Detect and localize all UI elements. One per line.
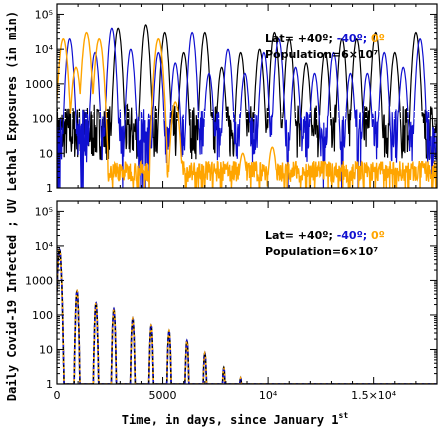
annotation-lat-south: -40º;: [337, 229, 371, 242]
y-tick-label: 10: [39, 147, 53, 160]
top-panel: 1 10 100 1000 10⁴ 10⁵ Lat= +40º; -40º; 0º Popul…: [25, 3, 438, 195]
x-tick-label: 0: [54, 389, 61, 402]
annotation-lat-north: Lat= +40º;: [265, 32, 337, 45]
x-axis-label-sup: st: [339, 411, 349, 420]
y-tick-label: 10: [39, 343, 53, 356]
y-axis-label: Daily Covid-19 Infected ; UV Lethal Expo…: [5, 11, 19, 401]
y-axis: 1 10 100 1000 10⁴ 10⁵: [25, 205, 437, 391]
x-tick-label: 5000: [149, 389, 177, 402]
annotation-lat-north: Lat= +40º;: [265, 229, 337, 242]
annotation-latitudes: Lat= +40º; -40º; 0º: [265, 32, 385, 45]
bottom-panel: 1 10 100 1000 10⁴ 10⁵ 0 5000 10⁴ 1.5×10⁴ Lat= +40º…: [25, 200, 438, 402]
y-tick-label: 100: [32, 113, 53, 126]
annotation-population: Population=6×10⁷: [265, 245, 378, 258]
series-line-equator: [57, 31, 437, 188]
y-tick-label: 1: [46, 378, 53, 391]
y-axis: 1 10 100 1000 10⁴ 10⁵: [25, 8, 437, 195]
plot-area: [57, 24, 437, 188]
x-axis-label: Time, in days, since January 1st: [122, 411, 349, 427]
annotation-lat-equator: 0º: [371, 229, 385, 242]
y-tick-label: 1: [46, 182, 53, 195]
annotation-population: Population=6×10⁷: [265, 48, 378, 61]
y-tick-label: 10⁴: [35, 43, 54, 56]
y-tick-label: 1000: [25, 274, 53, 287]
series-line-equator: [57, 247, 437, 384]
annotation-lat-equator: 0º: [371, 32, 385, 45]
x-tick-label: 1.5×10⁴: [351, 389, 397, 402]
annotation: Lat= +40º; -40º; 0º Population=6×10⁷: [265, 229, 385, 258]
x-axis: 0 5000 10⁴ 1.5×10⁴: [54, 201, 438, 402]
y-tick-label: 10⁵: [35, 8, 53, 21]
y-tick-label: 10⁴: [35, 240, 54, 253]
y-tick-label: 10⁵: [35, 205, 53, 218]
x-axis-label-text: Time, in days, since January 1: [122, 413, 339, 427]
annotation-latitudes: Lat= +40º; -40º; 0º: [265, 229, 385, 242]
x-axis: [56, 4, 438, 188]
series-line-north: [57, 24, 437, 161]
plot-area: [57, 247, 437, 384]
annotation-lat-south: -40º;: [337, 32, 371, 45]
x-tick-label: 10⁴: [259, 389, 278, 402]
y-tick-label: 100: [32, 309, 53, 322]
y-tick-label: 1000: [25, 78, 53, 91]
annotation: Lat= +40º; -40º; 0º Population=6×10⁷: [265, 32, 385, 61]
